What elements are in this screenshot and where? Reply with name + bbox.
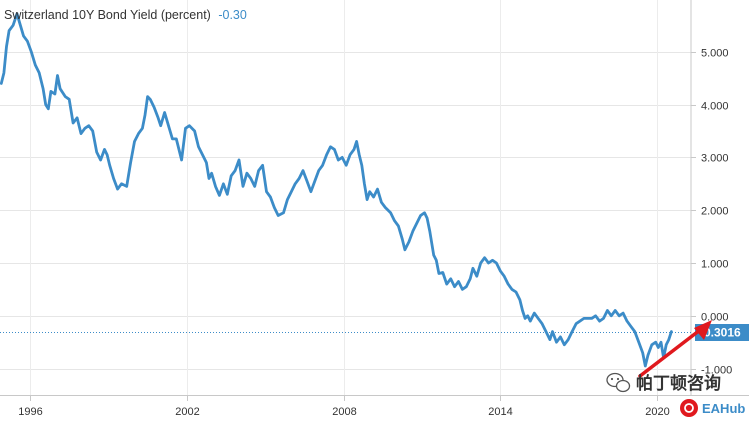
x-tick-label: 2002 — [175, 406, 199, 418]
watermark-text: 帕丁顿咨询 — [636, 373, 721, 394]
y-tick-label: -1.000 — [701, 365, 732, 377]
series-line — [0, 12, 673, 368]
x-tick-label: 2020 — [645, 406, 669, 418]
y-tick-label: 0.000 — [701, 312, 729, 324]
chart-title-text: Switzerland 10Y Bond Yield (percent) — [4, 8, 211, 22]
x-tick-label: 1996 — [18, 406, 42, 418]
y-tick-label: 1.000 — [701, 259, 729, 271]
horizontal-gridlines — [0, 52, 691, 370]
y-tick-label: 2.000 — [701, 206, 729, 218]
x-axis-ticks: 1996 2002 2008 2014 2020 — [18, 395, 670, 418]
y-tick-label: 5.000 — [701, 48, 729, 60]
watermark: 帕丁顿咨询 EAHub — [606, 372, 749, 420]
ea-logo-icon — [680, 399, 698, 417]
y-tick-label: 3.000 — [701, 153, 729, 165]
x-tick-label: 2008 — [332, 406, 356, 418]
vertical-gridlines — [30, 0, 658, 395]
watermark-arrow — [638, 320, 712, 378]
x-tick-label: 2014 — [488, 406, 512, 418]
y-axis-ticks: 5.000 4.000 3.000 2.000 1.000 0.000 -1.000 — [691, 48, 732, 377]
chart-title-value: -0.30 — [218, 8, 247, 22]
watermark-badge-text: EAHub — [702, 401, 745, 416]
last-value-badge-text: -0.3016 — [700, 326, 741, 340]
chart-title: Switzerland 10Y Bond Yield (percent) -0.… — [4, 8, 247, 22]
wechat-icon — [606, 372, 631, 393]
y-tick-label: 4.000 — [701, 101, 729, 113]
